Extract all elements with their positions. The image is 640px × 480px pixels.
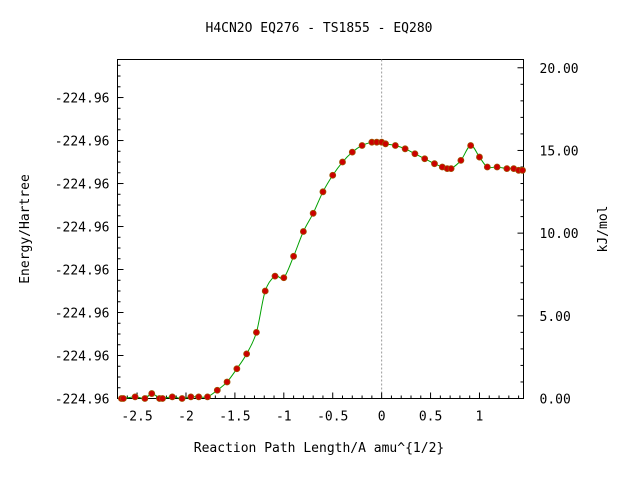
x-tick-label: -1.5 — [219, 410, 250, 425]
data-point — [280, 274, 288, 282]
data-point — [168, 393, 176, 401]
left-tick-label: -224.96 — [55, 264, 110, 279]
data-point — [261, 287, 269, 295]
x-axis-label: Reaction Path Length/A amu^{1/2} — [194, 441, 444, 456]
data-point — [233, 365, 241, 373]
x-tick-label: -0.5 — [317, 410, 348, 425]
data-point — [382, 140, 389, 148]
right-tick-label: 0.00 — [540, 393, 571, 408]
x-tick-label: -2.5 — [121, 410, 152, 425]
data-point — [339, 158, 346, 166]
left-tick-label: -224.96 — [55, 178, 110, 193]
y-axis-label-right: kJ/mol — [596, 206, 611, 253]
data-point — [421, 155, 429, 163]
data-point — [299, 228, 307, 235]
plot-frame — [117, 59, 524, 399]
data-point — [148, 390, 156, 397]
data-point — [243, 350, 251, 358]
x-tick-label: 0 — [378, 410, 386, 425]
series-line-layer — [121, 141, 523, 400]
data-point — [411, 150, 419, 158]
data-point — [476, 153, 483, 161]
x-tick-label: 1 — [476, 410, 484, 425]
data-point — [483, 163, 491, 171]
data-point — [204, 393, 211, 401]
data-point — [493, 163, 501, 171]
data-point — [467, 142, 475, 149]
left-tick-label: -224.96 — [55, 393, 110, 408]
right-tick-label: 20.00 — [540, 62, 579, 77]
data-point — [290, 252, 297, 260]
data-point — [119, 395, 127, 402]
y-axis-label-left: Energy/Hartree — [18, 174, 33, 284]
data-point — [253, 328, 260, 336]
data-point — [391, 142, 399, 149]
left-tick-label: -224.96 — [55, 221, 110, 236]
left-tick-label: -224.96 — [55, 92, 110, 107]
right-tick-label: 10.00 — [540, 227, 579, 242]
data-point — [223, 378, 231, 386]
data-point — [457, 156, 465, 164]
data-points-layer — [118, 138, 526, 402]
x-tick-label: -1 — [276, 410, 292, 425]
x-tick-label: -2 — [178, 410, 194, 425]
right-tick-label: 5.00 — [540, 310, 571, 325]
data-point — [131, 393, 139, 401]
left-tick-label: -224.96 — [55, 135, 110, 150]
data-point — [519, 166, 526, 174]
data-point — [447, 165, 455, 173]
data-point — [178, 395, 186, 402]
data-point — [271, 272, 279, 280]
tick-labels-layer: -2.5 -2 -1.5 -1 -0.5 0 0.5 1 -224.96 -224.96 -224.… — [55, 62, 579, 425]
data-point — [213, 386, 221, 394]
series-line — [121, 141, 523, 400]
data-point — [195, 393, 203, 401]
x-tick-label: 0.5 — [419, 410, 442, 425]
data-point — [348, 148, 356, 156]
data-point — [329, 171, 337, 179]
data-point — [503, 165, 511, 173]
left-tick-label: -224.96 — [55, 350, 110, 365]
right-tick-label: 15.00 — [540, 144, 579, 159]
data-point — [141, 395, 149, 402]
data-point — [159, 395, 166, 402]
chart-title: H4CN2O EQ276 - TS1855 - EQ280 — [206, 21, 433, 36]
data-point — [401, 145, 409, 153]
ticks-layer — [117, 64, 524, 399]
data-point — [319, 188, 327, 196]
left-tick-label: -224.96 — [55, 307, 110, 322]
data-point — [358, 142, 366, 149]
data-point — [431, 160, 438, 168]
data-point — [309, 209, 317, 217]
data-point — [187, 393, 195, 401]
